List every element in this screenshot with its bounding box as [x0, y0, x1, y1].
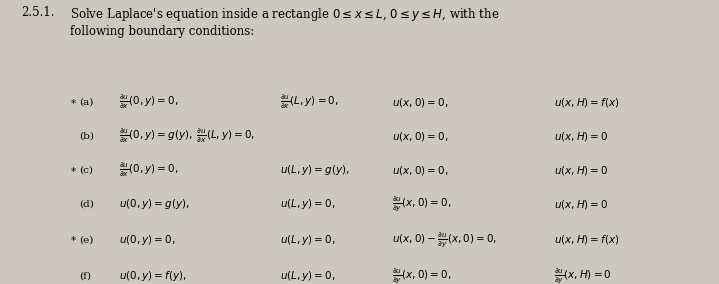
Text: $\frac{\partial u}{\partial y}(x,0)=0,$: $\frac{\partial u}{\partial y}(x,0)=0,$	[392, 196, 452, 213]
Text: (c): (c)	[79, 166, 93, 175]
Text: $\frac{\partial u}{\partial x}(0,y)=g(y),\;\frac{\partial u}{\partial x}(L,y)=0,: $\frac{\partial u}{\partial x}(0,y)=g(y)…	[119, 128, 255, 145]
Text: $*$: $*$	[70, 235, 78, 245]
Text: (b): (b)	[79, 132, 94, 141]
Text: Solve Laplace's equation inside a rectangle $0 \leq x \leq L$, $0 \leq y \leq H$: Solve Laplace's equation inside a rectan…	[70, 6, 500, 38]
Text: $*$: $*$	[70, 166, 78, 175]
Text: $*$: $*$	[70, 98, 78, 107]
Text: (a): (a)	[79, 98, 93, 107]
Text: $\frac{\partial u}{\partial y}(x,H)=0$: $\frac{\partial u}{\partial y}(x,H)=0$	[554, 267, 611, 284]
Text: $u(x,0)=0,$: $u(x,0)=0,$	[392, 96, 449, 109]
Text: 2.5.1.: 2.5.1.	[22, 6, 55, 19]
Text: $u(x,0)=0,$: $u(x,0)=0,$	[392, 130, 449, 143]
Text: (e): (e)	[79, 235, 93, 245]
Text: (f): (f)	[79, 272, 91, 281]
Text: $u(L,y)=0,$: $u(L,y)=0,$	[280, 269, 336, 283]
Text: $u(x,H)=0$: $u(x,H)=0$	[554, 164, 608, 177]
Text: (d): (d)	[79, 200, 94, 209]
Text: $u(L,y)=g(y),$: $u(L,y)=g(y),$	[280, 163, 350, 178]
Text: $u(x,H)=f(x)$: $u(x,H)=f(x)$	[554, 233, 619, 247]
Text: $\frac{\partial u}{\partial x}(0,y)=0,$: $\frac{\partial u}{\partial x}(0,y)=0,$	[119, 94, 178, 111]
Text: $\frac{\partial u}{\partial x}(L,y)=0,$: $\frac{\partial u}{\partial x}(L,y)=0,$	[280, 94, 339, 111]
Text: $u(0,y)=0,$: $u(0,y)=0,$	[119, 233, 175, 247]
Text: $u(0,y)=f(y),$: $u(0,y)=f(y),$	[119, 269, 186, 283]
Text: $u(x,H)=0$: $u(x,H)=0$	[554, 198, 608, 211]
Text: $\frac{\partial u}{\partial x}(0,y)=0,$: $\frac{\partial u}{\partial x}(0,y)=0,$	[119, 162, 178, 179]
Text: $u(x,0)-\frac{\partial u}{\partial y}(x,0)=0,$: $u(x,0)-\frac{\partial u}{\partial y}(x,…	[392, 231, 497, 249]
Text: $u(L,y)=0,$: $u(L,y)=0,$	[280, 197, 336, 212]
Text: $\frac{\partial u}{\partial y}(x,0)=0,$: $\frac{\partial u}{\partial y}(x,0)=0,$	[392, 267, 452, 284]
Text: $u(0,y)=g(y),$: $u(0,y)=g(y),$	[119, 197, 189, 212]
Text: $u(x,0)=0,$: $u(x,0)=0,$	[392, 164, 449, 177]
Text: $u(x,H)=f(x)$: $u(x,H)=f(x)$	[554, 96, 619, 109]
Text: $u(L,y)=0,$: $u(L,y)=0,$	[280, 233, 336, 247]
Text: $u(x,H)=0$: $u(x,H)=0$	[554, 130, 608, 143]
